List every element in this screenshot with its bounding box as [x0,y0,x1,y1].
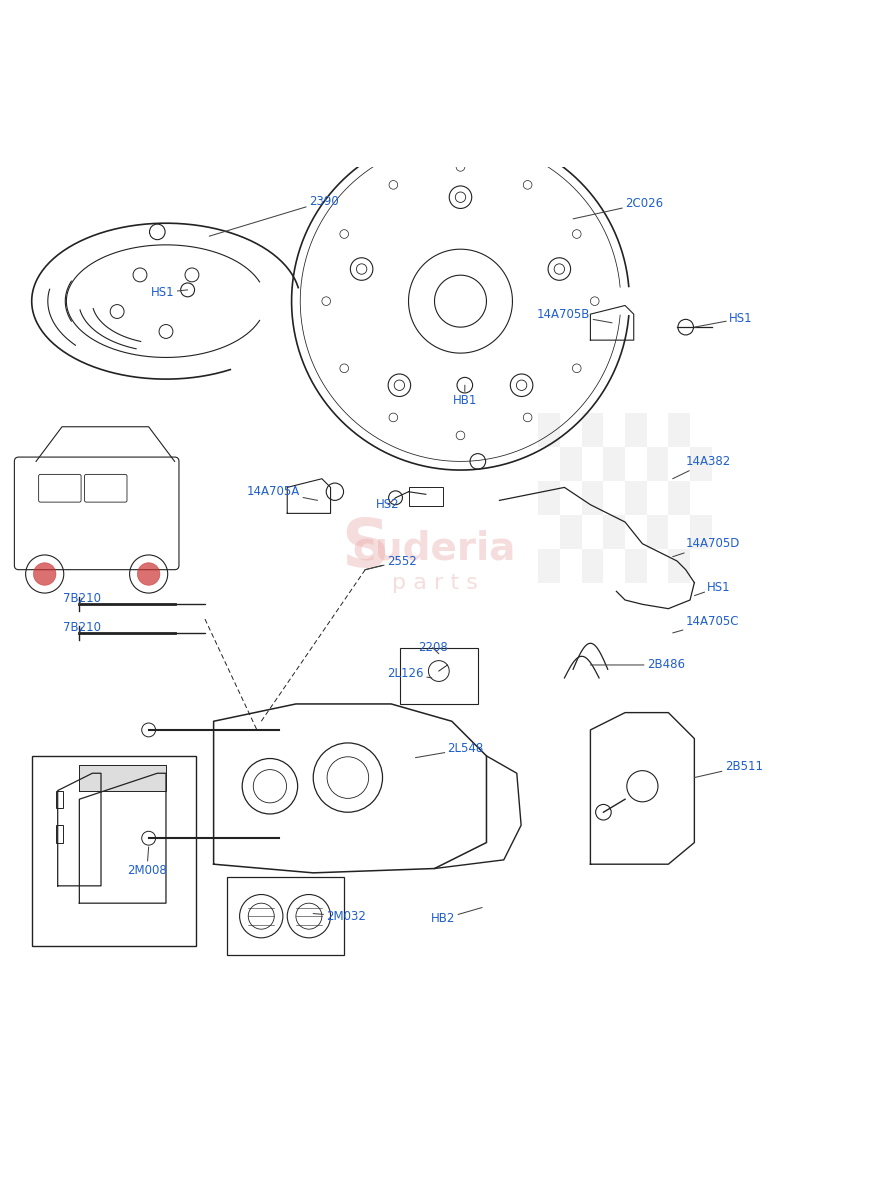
Bar [625,480,647,515]
Text: 2B511: 2B511 [694,760,763,778]
Bar [539,548,561,583]
Text: HB2: HB2 [431,907,482,925]
Bar [647,515,668,548]
Bar [56,826,63,842]
Bar [581,480,603,515]
Circle shape [33,563,56,586]
Text: cuderia: cuderia [353,529,516,568]
Text: p a r t s: p a r t s [392,572,477,593]
Text: 2C026: 2C026 [573,197,663,218]
Text: 7B210: 7B210 [63,592,101,605]
Text: 2552: 2552 [365,554,416,570]
Text: HS1: HS1 [694,581,731,595]
Text: 14A705B: 14A705B [537,307,612,323]
Bar [690,515,712,548]
Text: 2L548: 2L548 [415,743,484,757]
Text: 14A705C: 14A705C [673,616,740,632]
Bar [668,480,690,515]
Circle shape [137,563,160,586]
Bar [603,446,625,480]
Text: 7B210: 7B210 [63,622,101,635]
Text: 14A705D: 14A705D [673,538,740,557]
Polygon shape [79,764,166,791]
Text: S: S [342,515,389,581]
Bar [668,548,690,583]
Bar [625,548,647,583]
Bar [539,413,561,446]
Text: 2L126: 2L126 [388,667,432,680]
Bar [561,515,581,548]
Bar [400,648,478,704]
Text: HS1: HS1 [151,286,188,299]
Text: 2B486: 2B486 [590,659,685,672]
Bar [668,413,690,446]
Text: 2390: 2390 [209,196,339,236]
Text: HB1: HB1 [453,385,477,407]
Text: HS1: HS1 [694,312,753,328]
Bar [408,487,443,506]
Bar [625,413,647,446]
Text: 14A382: 14A382 [673,455,731,479]
Text: 14A705A: 14A705A [247,485,317,500]
Bar [227,877,343,955]
Bar [581,413,603,446]
Text: HS2: HS2 [376,498,400,511]
Bar [539,480,561,515]
Bar [603,515,625,548]
Text: 2M032: 2M032 [313,910,366,923]
Bar [561,446,581,480]
Bar [690,446,712,480]
Bar [581,548,603,583]
Bar [31,756,196,947]
Text: 2208: 2208 [418,641,448,654]
Text: 2M008: 2M008 [127,847,167,877]
Bar [647,446,668,480]
Bar [56,791,63,808]
